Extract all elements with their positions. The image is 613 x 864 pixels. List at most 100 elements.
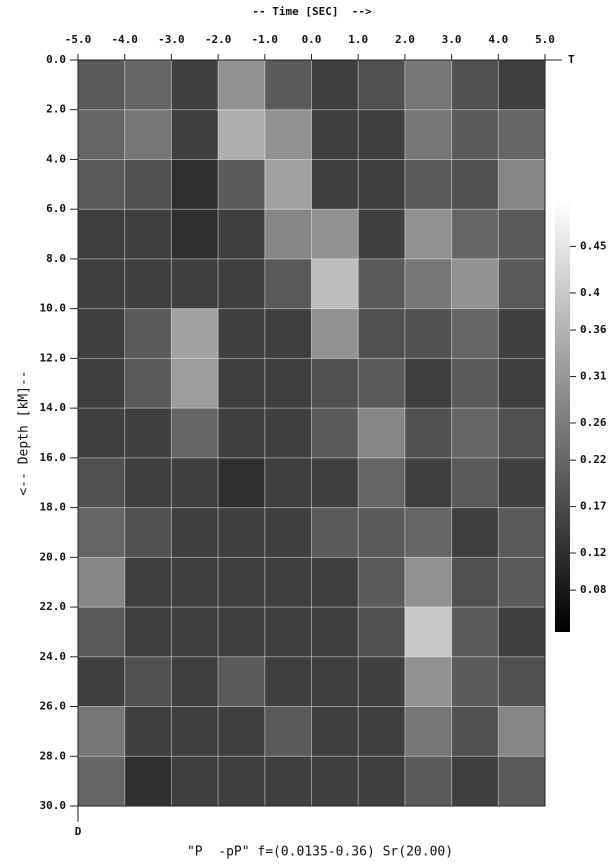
heatmap-cell bbox=[358, 408, 405, 458]
heatmap-cell bbox=[405, 309, 452, 359]
heatmap-cell bbox=[405, 657, 452, 707]
heatmap-cell bbox=[312, 408, 359, 458]
heatmap-cell bbox=[265, 557, 312, 607]
heatmap-cell bbox=[312, 756, 359, 806]
x-tick-label: 4.0 bbox=[488, 33, 508, 46]
x-tick-label: -5.0 bbox=[65, 33, 92, 46]
heatmap-cell bbox=[125, 657, 172, 707]
heatmap-cell bbox=[171, 707, 218, 757]
heatmap-cell bbox=[312, 707, 359, 757]
heatmap-cell bbox=[405, 60, 452, 110]
heatmap-cell bbox=[312, 458, 359, 508]
heatmap-cell bbox=[78, 508, 125, 558]
heatmap-cell bbox=[78, 259, 125, 309]
heatmap-cell bbox=[78, 209, 125, 259]
heatmap-cell bbox=[218, 209, 265, 259]
heatmap-cell bbox=[312, 259, 359, 309]
y-tick-label: 26.0 bbox=[40, 700, 67, 713]
y-tick-label: 0.0 bbox=[46, 53, 66, 66]
heatmap-cell bbox=[265, 209, 312, 259]
heatmap-cell bbox=[78, 309, 125, 359]
heatmap-cell bbox=[498, 209, 545, 259]
heatmap-cell bbox=[452, 657, 499, 707]
x-tick-label: -2.0 bbox=[205, 33, 232, 46]
heatmap-cell bbox=[265, 508, 312, 558]
heatmap-cell bbox=[125, 607, 172, 657]
heatmap-cell bbox=[452, 60, 499, 110]
heatmap-cell bbox=[78, 657, 125, 707]
heatmap-cell bbox=[358, 259, 405, 309]
heatmap-cell bbox=[171, 259, 218, 309]
heatmap-cell bbox=[452, 607, 499, 657]
heatmap-cell bbox=[125, 209, 172, 259]
heatmap-cell bbox=[405, 259, 452, 309]
axis-end-label: T bbox=[568, 53, 575, 66]
heatmap-cell bbox=[265, 756, 312, 806]
heatmap-cell bbox=[78, 408, 125, 458]
y-tick-label: 2.0 bbox=[46, 103, 66, 116]
heatmap-cell bbox=[405, 458, 452, 508]
y-tick-label: 4.0 bbox=[46, 152, 66, 165]
heatmap-cell bbox=[498, 458, 545, 508]
heatmap-cell bbox=[452, 259, 499, 309]
heatmap-cell bbox=[265, 358, 312, 408]
heatmap-cell bbox=[358, 707, 405, 757]
heatmap-cell bbox=[498, 607, 545, 657]
heatmap-cell bbox=[312, 557, 359, 607]
heatmap-cell bbox=[218, 607, 265, 657]
heatmap-cell bbox=[498, 408, 545, 458]
heatmap-cell bbox=[265, 309, 312, 359]
heatmap-cell bbox=[452, 159, 499, 209]
heatmap-cell bbox=[265, 607, 312, 657]
y-tick-label: 16.0 bbox=[40, 451, 67, 464]
x-tick-label: 1.0 bbox=[348, 33, 368, 46]
heatmap-cell bbox=[265, 259, 312, 309]
heatmap-cell bbox=[265, 60, 312, 110]
heatmap-cell bbox=[218, 756, 265, 806]
y-tick-label: 14.0 bbox=[40, 401, 67, 414]
heatmap-cell bbox=[218, 309, 265, 359]
heatmap-cell bbox=[358, 159, 405, 209]
colorbar-tick-label: 0.12 bbox=[580, 546, 607, 559]
heatmap-cell bbox=[405, 159, 452, 209]
heatmap-cell bbox=[125, 557, 172, 607]
y-tick-label: 20.0 bbox=[40, 550, 67, 563]
heatmap-cell bbox=[171, 209, 218, 259]
heatmap-cell bbox=[171, 358, 218, 408]
heatmap-cell bbox=[125, 358, 172, 408]
heatmap-cell bbox=[171, 756, 218, 806]
heatmap-cell bbox=[312, 209, 359, 259]
heatmap-cell bbox=[452, 309, 499, 359]
y-tick-label: 18.0 bbox=[40, 501, 67, 514]
heatmap-cell bbox=[452, 408, 499, 458]
heatmap-cell bbox=[452, 508, 499, 558]
heatmap-cell bbox=[265, 707, 312, 757]
heatmap-cell bbox=[452, 209, 499, 259]
heatmap-cell bbox=[452, 707, 499, 757]
heatmap-cell bbox=[358, 209, 405, 259]
heatmap-cell bbox=[265, 159, 312, 209]
heatmap-cell bbox=[171, 458, 218, 508]
heatmap-cell bbox=[498, 159, 545, 209]
y-tick-label: 8.0 bbox=[46, 252, 66, 265]
x-tick-label: -3.0 bbox=[158, 33, 185, 46]
heatmap-cell bbox=[498, 557, 545, 607]
heatmap-cell bbox=[358, 557, 405, 607]
heatmap-cell bbox=[498, 358, 545, 408]
heatmap-cell bbox=[218, 707, 265, 757]
heatmap-cell bbox=[218, 557, 265, 607]
y-tick-label: 30.0 bbox=[40, 799, 67, 812]
colorbar bbox=[555, 200, 570, 632]
heatmap-cell bbox=[405, 358, 452, 408]
heatmap-cell bbox=[171, 159, 218, 209]
heatmap-cell bbox=[171, 557, 218, 607]
heatmap-cell bbox=[125, 458, 172, 508]
heatmap-cell bbox=[78, 557, 125, 607]
heatmap-cell bbox=[498, 707, 545, 757]
heatmap-cell bbox=[312, 607, 359, 657]
y-axis-title: <-- Depth [kM]-- bbox=[17, 370, 32, 495]
heatmap-cell bbox=[312, 657, 359, 707]
heatmap-cell bbox=[171, 60, 218, 110]
heatmap-cell bbox=[125, 110, 172, 160]
heatmap-cell bbox=[358, 756, 405, 806]
